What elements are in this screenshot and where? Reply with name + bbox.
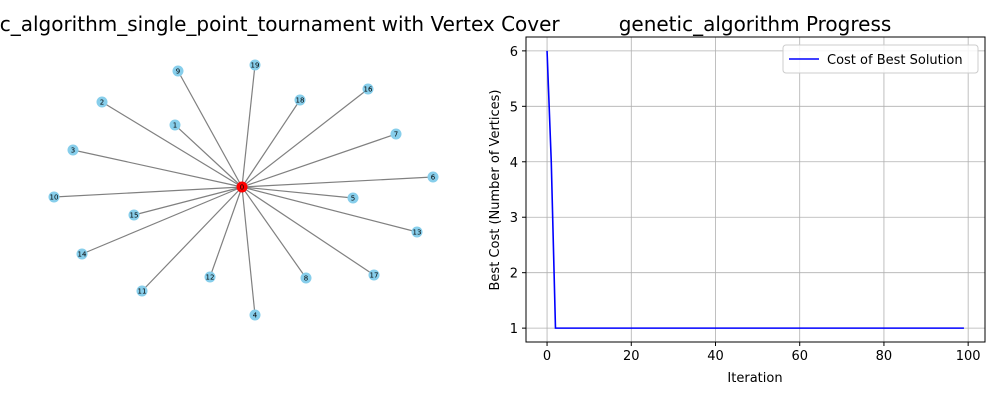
graph-edge bbox=[241, 186, 418, 233]
graph-node bbox=[249, 309, 261, 321]
graph-node-label: 12 bbox=[206, 274, 215, 282]
graph-node-label: 10 bbox=[50, 194, 59, 202]
y-tick-label: 6 bbox=[510, 45, 518, 60]
plot-frame bbox=[525, 36, 986, 343]
graph-node-label: 4 bbox=[253, 312, 258, 320]
graph-edge bbox=[101, 101, 243, 188]
graph-node bbox=[362, 83, 374, 95]
graph-edge bbox=[241, 186, 256, 316]
y-tick-label: 2 bbox=[510, 267, 518, 282]
y-tick-label: 4 bbox=[510, 156, 518, 171]
chart-series bbox=[546, 50, 964, 329]
graph-node-label: 6 bbox=[431, 174, 436, 182]
graph-node-label: 5 bbox=[351, 195, 355, 203]
legend-label: Cost of Best Solution bbox=[827, 53, 963, 68]
x-tick-label: 0 bbox=[543, 349, 551, 364]
graph-node-label: 2 bbox=[100, 99, 104, 107]
graph-edge bbox=[209, 186, 243, 278]
graph-node-label: 3 bbox=[71, 147, 75, 155]
graph-edge bbox=[81, 186, 243, 255]
y-tick-label: 3 bbox=[510, 211, 518, 226]
graph-node-label: 1 bbox=[173, 122, 177, 130]
graph-node bbox=[411, 226, 423, 238]
graph-node bbox=[96, 96, 108, 108]
graph-node-label: 18 bbox=[296, 97, 305, 105]
graph-node bbox=[48, 191, 60, 203]
y-tick-label: 1 bbox=[510, 322, 518, 337]
y-tick-label: 5 bbox=[510, 100, 518, 115]
chart-title: genetic_algorithm Progress bbox=[619, 12, 892, 36]
graph-node bbox=[136, 285, 148, 297]
graph-node bbox=[300, 272, 312, 284]
graph-node bbox=[368, 269, 380, 281]
chart-grid bbox=[526, 37, 985, 342]
graph-edge bbox=[177, 70, 243, 188]
x-tick-label: 60 bbox=[791, 349, 808, 364]
graph-edge bbox=[174, 124, 243, 188]
graph-edge bbox=[241, 99, 301, 188]
x-tick-label: 100 bbox=[956, 349, 981, 364]
graph-edge bbox=[241, 186, 354, 199]
x-tick-label: 80 bbox=[876, 349, 893, 364]
graph-node-label: 11 bbox=[138, 288, 147, 296]
graph-node bbox=[172, 65, 184, 77]
graph-node bbox=[169, 119, 181, 131]
graph-title: genetic_algorithm_single_point_tournamen… bbox=[0, 12, 560, 36]
graph-node bbox=[294, 94, 306, 106]
graph-node bbox=[390, 128, 402, 140]
graph-node bbox=[204, 271, 216, 283]
graph-node-cover bbox=[236, 181, 248, 193]
legend: Cost of Best Solution bbox=[782, 44, 979, 74]
graph-node bbox=[76, 248, 88, 260]
chart-ticks: 0 20 40 60 80 100 1 2 3 4 5 6 bbox=[510, 45, 981, 364]
graph-node bbox=[347, 192, 359, 204]
graph-edge bbox=[241, 88, 369, 188]
graph-edge bbox=[53, 186, 243, 198]
graph-node-label: 16 bbox=[364, 86, 373, 94]
graph-edge bbox=[72, 149, 243, 188]
graph-node-label: 17 bbox=[370, 272, 379, 280]
x-tick-label: 40 bbox=[707, 349, 724, 364]
x-tick-label: 20 bbox=[623, 349, 640, 364]
progress-chart: genetic_algorithm Progress 0 20 40 60 80 100 1… bbox=[488, 12, 986, 386]
y-axis-label: Best Cost (Number of Vertices) bbox=[488, 90, 503, 291]
graph-node-label: 19 bbox=[251, 62, 260, 70]
graph-node-label: 8 bbox=[304, 275, 308, 283]
graph-edge bbox=[241, 186, 375, 276]
graph-edge bbox=[241, 186, 307, 279]
graph-node bbox=[427, 171, 439, 183]
graph-node bbox=[67, 144, 79, 156]
graph-node bbox=[249, 59, 261, 71]
graph-node-label: 7 bbox=[394, 131, 398, 139]
graph-edge bbox=[241, 64, 256, 188]
graph-edge bbox=[241, 176, 434, 188]
graph-panel: genetic_algorithm_single_point_tournamen… bbox=[0, 12, 560, 321]
graph-node-label: 14 bbox=[78, 251, 87, 259]
graph-node-label: 15 bbox=[130, 212, 139, 220]
graph-edge bbox=[133, 186, 243, 216]
series-line-cost-of-best-solution bbox=[546, 50, 964, 329]
graph-edges bbox=[53, 64, 434, 316]
graph-edge bbox=[241, 133, 397, 188]
graph-node-label: 9 bbox=[176, 68, 180, 76]
graph-node-label: 0 bbox=[240, 184, 244, 192]
graph-node-label: 13 bbox=[413, 229, 422, 237]
legend-box bbox=[782, 44, 979, 74]
graph-node bbox=[128, 209, 140, 221]
x-axis-label: Iteration bbox=[727, 371, 782, 386]
graph-edge bbox=[141, 186, 243, 292]
